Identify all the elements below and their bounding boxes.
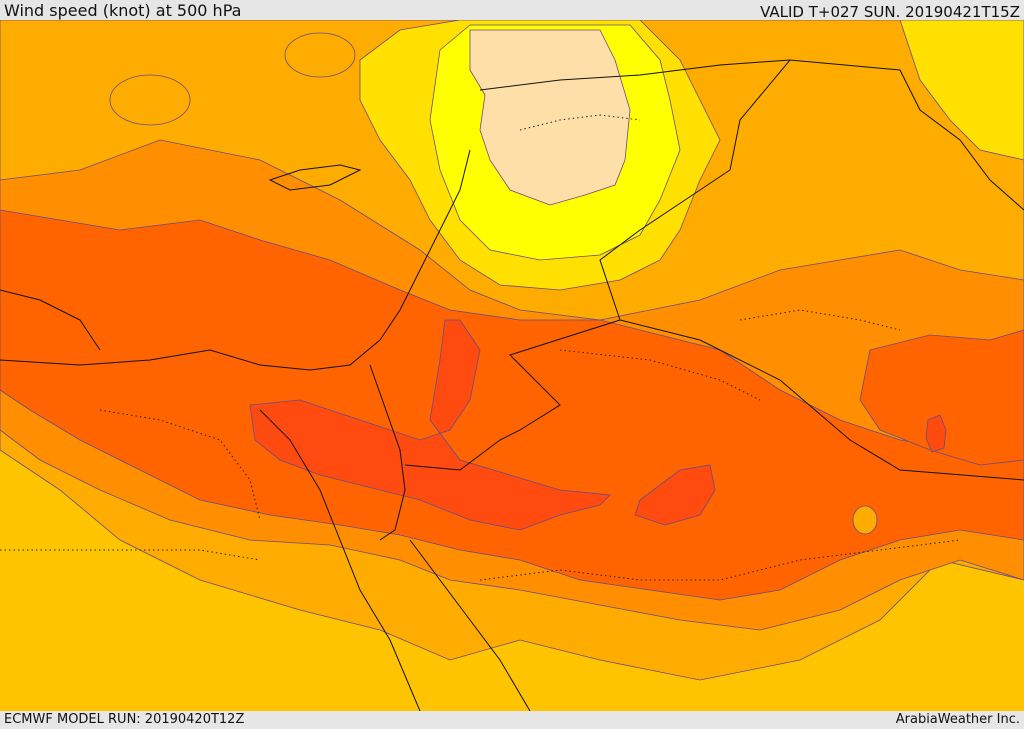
wind-speed-map — [0, 20, 1024, 711]
field-red-orange-core — [249, 319, 611, 531]
field-light-yellow-east — [899, 20, 1024, 161]
valid-time: VALID T+027 SUN. 20190421T15Z — [760, 3, 1020, 21]
field-red-orange-patch — [634, 464, 716, 526]
field-island-2 — [109, 74, 191, 126]
field-very-light — [469, 29, 631, 206]
map-header: Wind speed (knot) at 500 hPa VALID T+027… — [0, 0, 1024, 21]
credit: ArabiaWeather Inc. — [895, 712, 1020, 727]
map-title: Wind speed (knot) at 500 hPa — [4, 1, 242, 20]
field-island-3 — [852, 505, 878, 535]
field-red-orange-small — [925, 414, 947, 453]
model-run: ECMWF MODEL RUN: 20190420T12Z — [4, 712, 245, 727]
field-island-1 — [284, 32, 356, 78]
borders — [0, 59, 1024, 711]
internal-boundaries — [0, 114, 961, 581]
field-dark-orange-east — [859, 329, 1024, 466]
map-footer: ECMWF MODEL RUN: 20190420T12Z ArabiaWeat… — [0, 711, 1024, 729]
